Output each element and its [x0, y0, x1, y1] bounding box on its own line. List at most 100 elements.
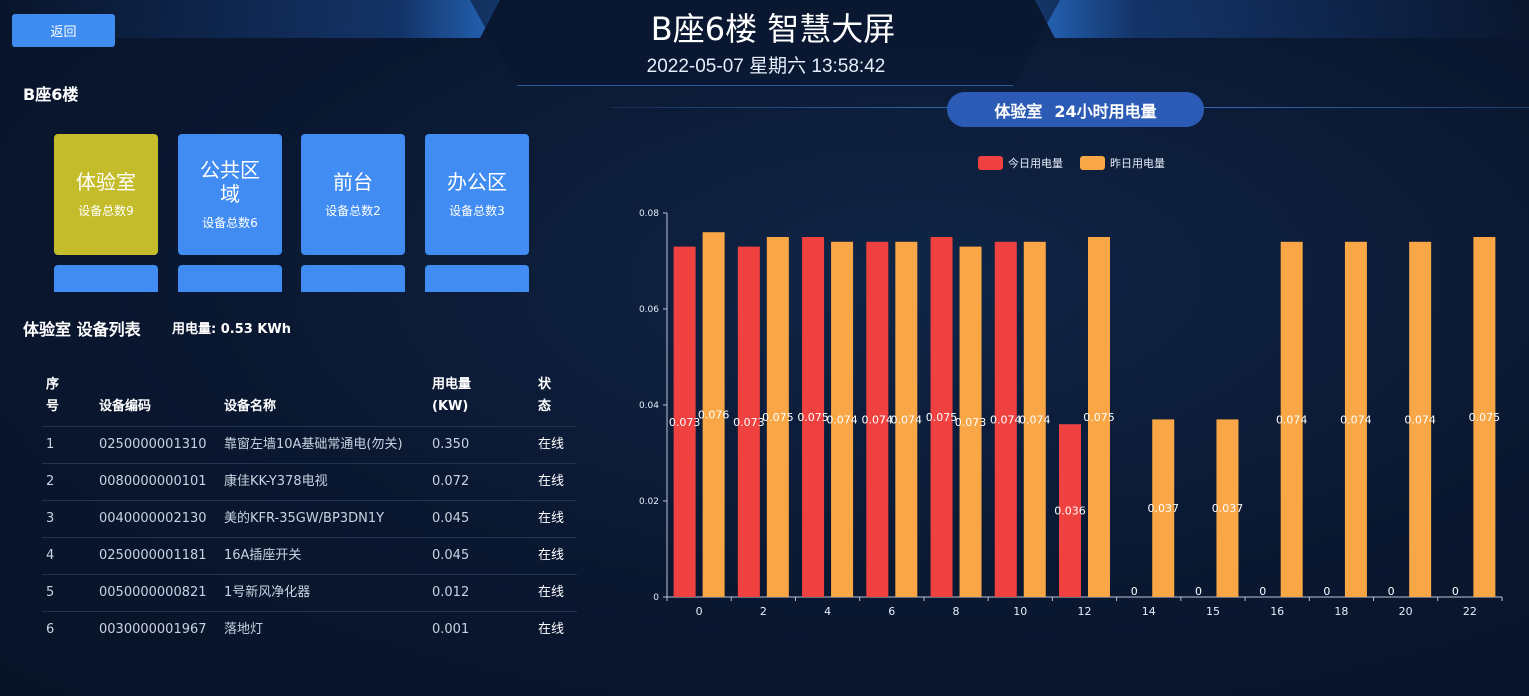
cell-index: 4 [42, 537, 95, 575]
bar [673, 246, 696, 597]
page-title: B座6楼 智慧大屏 [650, 10, 896, 48]
device-list-title: 体验室 设备列表 [23, 320, 141, 339]
device-list-power-summary: 用电量: 0.53 KWh [172, 322, 291, 337]
page-title-wrap: B座6楼 智慧大屏 [573, 4, 973, 50]
room-card-experience[interactable]: 体验室 设备总数9 [54, 134, 158, 255]
x-tick-label: 12 [1078, 605, 1092, 618]
x-tick-label: 0 [696, 605, 703, 618]
bar [1023, 241, 1046, 598]
y-tick-label: 0.04 [639, 401, 659, 411]
data-label: 0 [1131, 585, 1138, 598]
room-card-row2[interactable] [178, 265, 282, 292]
cell-code: 0040000002130 [95, 500, 220, 538]
data-label: 0 [1259, 585, 1266, 598]
room-card-row2[interactable] [425, 265, 529, 292]
bar [1152, 419, 1175, 597]
bar [1059, 424, 1081, 597]
room-card-office[interactable]: 办公区 设备总数3 [425, 134, 529, 255]
bar [802, 237, 825, 597]
cell-index: 5 [42, 574, 95, 612]
cell-power: 0.012 [428, 574, 534, 612]
table-row[interactable]: 5 0050000000821 1号新风净化器 0.012 在线 [42, 574, 577, 612]
data-label: 0.075 [1083, 411, 1115, 424]
bar [1088, 237, 1110, 597]
room-card-row2[interactable] [54, 265, 158, 292]
data-label: 0.076 [698, 409, 730, 422]
back-button[interactable]: 返回 [12, 14, 115, 47]
cell-name: 康佳KK-Y378电视 [220, 463, 428, 501]
data-label: 0.073 [733, 416, 765, 429]
x-tick-label: 6 [888, 605, 895, 618]
cell-name: 落地灯 [220, 611, 428, 648]
bar [1344, 241, 1367, 598]
legend-swatch [1080, 156, 1105, 170]
cell-power: 0.072 [428, 463, 534, 501]
bar [959, 246, 982, 597]
header-decoration-right [1035, 0, 1529, 38]
room-card-public[interactable]: 公共区域 设备总数6 [178, 134, 282, 255]
data-label: 0.075 [797, 411, 829, 424]
device-table: 序号 设备编码 设备名称 用电量 (KW) 状态 1 0250000001310 靠… [42, 368, 577, 648]
bar [1409, 241, 1432, 598]
data-label: 0.074 [1340, 413, 1372, 426]
cell-name: 16A插座开关 [220, 537, 428, 575]
legend-label: 今日用电量 [1008, 156, 1063, 170]
room-card-reception[interactable]: 前台 设备总数2 [301, 134, 405, 255]
x-tick-label: 20 [1399, 605, 1413, 618]
cell-power: 0.045 [428, 500, 534, 538]
room-name: 前台 [333, 170, 373, 194]
data-label: 0.074 [862, 413, 894, 426]
x-tick-label: 8 [953, 605, 960, 618]
room-card-row2[interactable] [301, 265, 405, 292]
data-label: 0.074 [891, 413, 923, 426]
table-row[interactable]: 4 0250000001181 16A插座开关 0.045 在线 [42, 537, 577, 575]
data-label: 0.074 [1019, 413, 1051, 426]
cell-name: 美的KFR-35GW/BP3DN1Y [220, 500, 428, 538]
x-tick-label: 14 [1142, 605, 1156, 618]
room-device-count: 设备总数3 [449, 204, 505, 218]
column-header-index: 序号 [46, 377, 60, 414]
data-label: 0.075 [762, 411, 794, 424]
data-label: 0.037 [1147, 502, 1179, 515]
column-header-power: 用电量 (KW) [432, 377, 472, 414]
table-row[interactable]: 2 0080000000101 康佳KK-Y378电视 0.072 在线 [42, 463, 577, 501]
cell-code: 0050000000821 [95, 574, 220, 612]
x-tick-label: 18 [1334, 605, 1348, 618]
cell-index: 3 [42, 500, 95, 538]
cell-index: 1 [42, 426, 95, 464]
x-tick-label: 2 [760, 605, 767, 618]
cell-status: 在线 [534, 574, 577, 612]
data-label: 0.074 [1404, 413, 1436, 426]
header-center-panel [470, 0, 1060, 86]
room-name: 办公区 [447, 170, 507, 194]
data-label: 0 [1323, 585, 1330, 598]
data-label: 0.075 [1469, 411, 1501, 424]
column-header-code: 设备编码 [99, 399, 152, 414]
cell-power: 0.045 [428, 537, 534, 575]
data-label: 0.036 [1054, 505, 1086, 518]
chart-title: 体验室 24小时用电量 [947, 92, 1204, 127]
cell-status: 在线 [534, 611, 577, 648]
datetime-display: 2022-05-07 星期六 13:58:42 [646, 56, 886, 77]
cell-code: 0080000000101 [95, 463, 220, 501]
room-name: 体验室 [76, 170, 136, 194]
table-row[interactable]: 6 0030000001967 落地灯 0.001 在线 [42, 611, 577, 648]
y-tick-label: 0.06 [639, 305, 659, 315]
legend-swatch [978, 156, 1003, 170]
bar [930, 237, 953, 597]
bar [895, 241, 918, 598]
cell-code: 0030000001967 [95, 611, 220, 648]
data-label: 0.074 [1276, 413, 1308, 426]
bar [766, 237, 789, 597]
table-row[interactable]: 3 0040000002130 美的KFR-35GW/BP3DN1Y 0.045 在线 [42, 500, 577, 538]
data-label: 0.037 [1212, 502, 1244, 515]
y-tick-label: 0 [653, 593, 659, 603]
data-label: 0.073 [955, 416, 987, 429]
data-label: 0.074 [990, 413, 1022, 426]
table-row[interactable]: 1 0250000001310 靠窗左墙10A基础常通电(勿关) 0.350 在线 [42, 426, 577, 464]
data-label: 0.074 [826, 413, 858, 426]
bar [831, 241, 854, 598]
bar [702, 232, 725, 597]
bar [866, 241, 889, 598]
cell-status: 在线 [534, 463, 577, 501]
